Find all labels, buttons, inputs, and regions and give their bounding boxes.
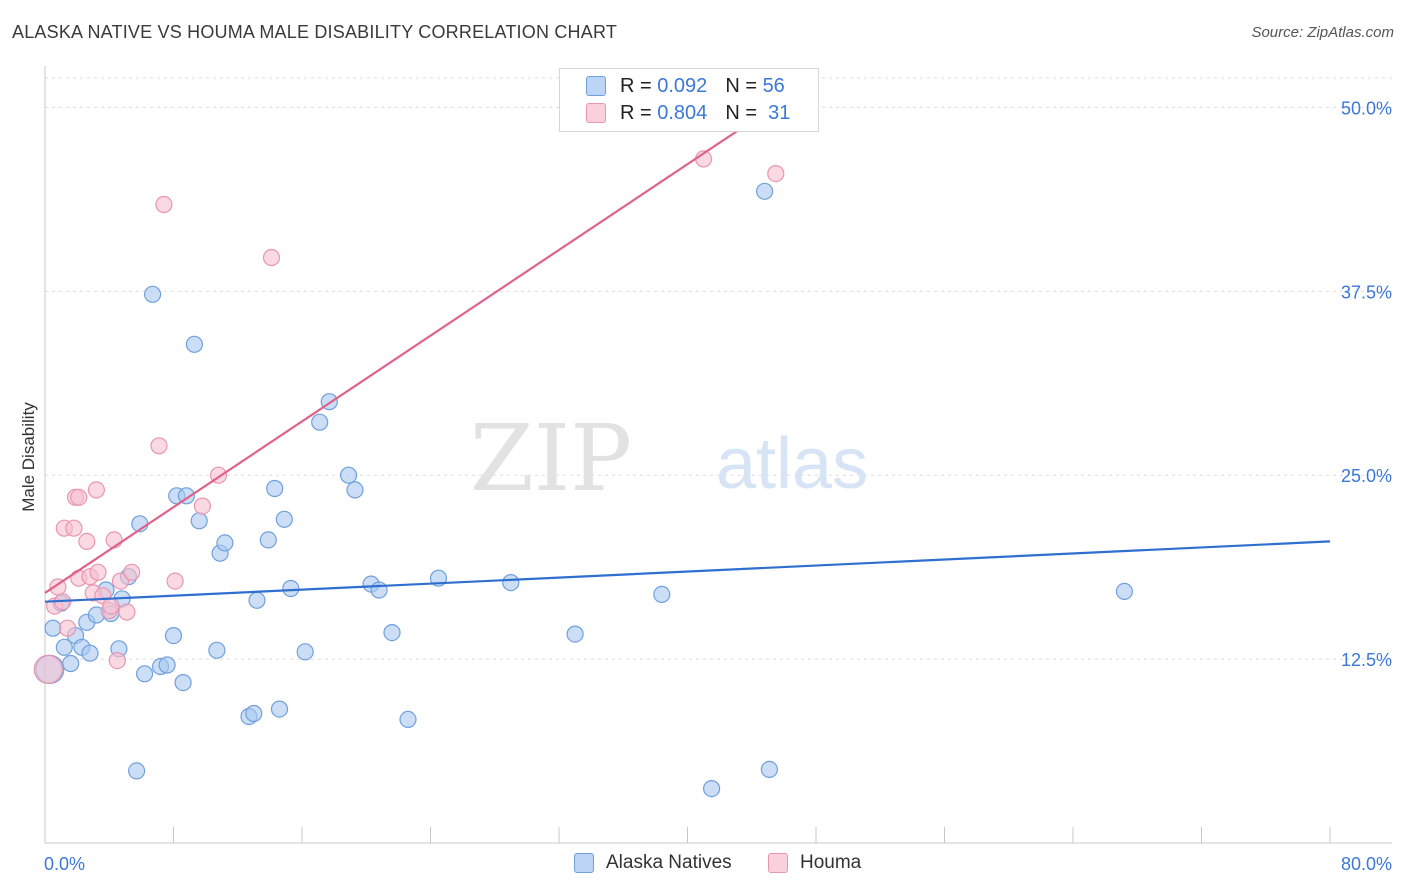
point-alaska-natives (81, 644, 99, 662)
point-alaska-natives (248, 591, 266, 609)
watermark-zip: ZIP (470, 405, 632, 512)
trend-lines (44, 106, 1331, 603)
legend-swatch-pink (586, 103, 606, 123)
bottom-legend-swatch-blue (574, 853, 594, 873)
watermark-atlas: atlas (716, 424, 868, 504)
r-value: 0.092 (657, 74, 708, 97)
bottom-legend-swatch-pink (768, 853, 788, 873)
point-houma (166, 572, 184, 590)
bottom-legend-houma: Houma (768, 852, 861, 874)
point-houma (87, 481, 106, 499)
point-alaska-natives (566, 625, 584, 643)
point-alaska-natives (208, 641, 226, 659)
point-houma (123, 563, 141, 581)
point-alaska-natives (270, 700, 289, 718)
axes (44, 66, 1392, 844)
stats-legend: R = 0.092 N = 56 R = 0.804 N = 31 (559, 68, 819, 132)
point-alaska-natives (158, 656, 176, 674)
point-houma (70, 488, 88, 506)
r-label: R = (620, 74, 652, 97)
point-alaska-natives (1115, 582, 1134, 601)
point-alaska-natives (399, 710, 417, 729)
point-houma (33, 654, 63, 685)
bottom-legend-label: Alaska Natives (606, 852, 732, 873)
point-alaska-natives (296, 643, 314, 661)
point-houma (193, 497, 211, 515)
point-houma (108, 651, 126, 670)
point-alaska-natives (245, 704, 263, 723)
point-alaska-natives (340, 466, 358, 484)
n-label: N = (725, 74, 757, 97)
y-tick-label: 37.5% (1341, 282, 1392, 302)
point-alaska-natives (190, 512, 208, 530)
point-alaska-natives (702, 779, 721, 798)
bottom-legend-label: Houma (800, 852, 862, 873)
point-houma (262, 248, 281, 267)
point-houma (118, 603, 136, 621)
point-alaska-natives (275, 510, 293, 528)
chart-title: ALASKA NATIVE VS HOUMA MALE DISABILITY C… (12, 22, 618, 42)
point-alaska-natives (346, 481, 364, 499)
y-tick-labels: 12.5% 25.0% 37.5% 50.0% (1341, 98, 1392, 670)
series-houma (33, 150, 785, 685)
legend-row-alaska-natives: R = 0.092 N = 56 (586, 75, 785, 97)
r-label: R = (620, 101, 652, 124)
point-houma (111, 572, 130, 590)
point-houma (155, 195, 173, 214)
x-max-label: 80.0% (1341, 854, 1392, 874)
r-value: 0.804 (657, 101, 708, 124)
point-alaska-natives (185, 335, 203, 353)
y-tick-label: 12.5% (1341, 650, 1392, 670)
y-tick-label: 50.0% (1341, 98, 1392, 118)
trend-line-alaska-natives (44, 540, 1331, 603)
watermark: ZIP atlas (470, 405, 868, 512)
point-houma (89, 563, 107, 581)
n-label: N = (725, 101, 757, 124)
point-houma (150, 437, 168, 455)
point-alaska-natives (282, 579, 300, 598)
point-alaska-natives (55, 638, 73, 656)
gridlines (45, 77, 1392, 660)
y-axis-label: Male Disability (19, 402, 38, 512)
point-alaska-natives (174, 673, 192, 692)
point-alaska-natives (760, 760, 779, 779)
point-alaska-natives (177, 487, 195, 505)
point-alaska-natives (266, 479, 284, 498)
n-value: 56 (762, 74, 785, 97)
point-alaska-natives (383, 623, 401, 642)
legend-swatch-blue (586, 76, 606, 96)
point-alaska-natives (62, 654, 80, 673)
y-tick-label: 25.0% (1341, 466, 1392, 486)
point-houma (58, 619, 77, 637)
n-value: 31 (768, 101, 791, 124)
point-houma (767, 165, 785, 183)
point-alaska-natives (128, 762, 146, 780)
point-alaska-natives (259, 531, 277, 549)
source-label: Source: ZipAtlas.com (1251, 24, 1394, 41)
point-houma (78, 532, 96, 551)
point-alaska-natives (311, 413, 329, 431)
legend-row-houma: R = 0.804 N = 31 (586, 102, 790, 124)
point-alaska-natives (502, 573, 520, 592)
x-min-label: 0.0% (44, 854, 85, 874)
point-alaska-natives (216, 534, 234, 552)
point-houma (65, 519, 83, 537)
point-alaska-natives (144, 285, 162, 303)
trend-line-houma (44, 106, 774, 594)
point-alaska-natives (136, 665, 154, 683)
bottom-legend-alaska-natives: Alaska Natives (574, 852, 732, 874)
point-alaska-natives (370, 581, 388, 599)
point-alaska-natives (653, 585, 671, 604)
point-alaska-natives (164, 626, 183, 645)
point-alaska-natives (755, 182, 774, 200)
point-houma (102, 597, 120, 615)
point-alaska-natives (44, 619, 62, 637)
